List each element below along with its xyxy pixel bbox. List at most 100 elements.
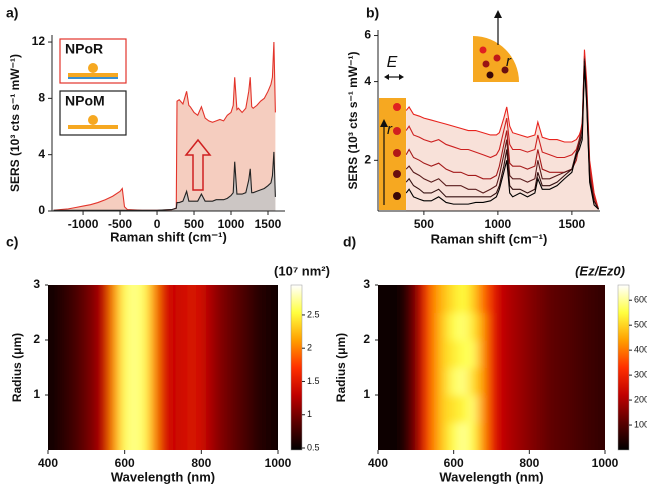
heat-cell	[411, 395, 423, 423]
heat-cell	[581, 285, 593, 313]
heat-cell	[382, 367, 395, 396]
colorbar-tick-label: 300	[634, 369, 647, 379]
heat-cell	[420, 312, 433, 341]
heat-cell	[458, 367, 470, 396]
panel-label: d)	[343, 234, 356, 250]
heat-cell	[515, 285, 527, 313]
heat-cell	[486, 285, 499, 313]
panel: d) Wavelength (nm) Radius (μm) 1 2 3 100 200 300…	[334, 234, 647, 485]
x-tick-label: 800	[519, 456, 539, 470]
heat-cell	[534, 340, 546, 368]
heat-cell	[562, 395, 574, 423]
heat-stripe	[167, 285, 180, 450]
heat-stripe	[129, 285, 142, 450]
heat-stripe	[119, 285, 132, 450]
heat-cell	[467, 285, 480, 313]
y-tick-label: 12	[32, 34, 46, 48]
heat-stripe	[215, 285, 228, 450]
heat-cell	[401, 395, 414, 423]
x-tick-label: 400	[38, 456, 58, 470]
heat-cell	[401, 312, 414, 341]
x-axis-label: Raman shift (cm⁻¹)	[431, 231, 548, 246]
heat-cell	[496, 285, 508, 313]
heat-cell	[486, 312, 499, 341]
particle	[479, 46, 487, 54]
overlay: E r r	[184, 10, 519, 210]
heat-cell	[552, 340, 565, 368]
colorbar-label: (10⁷ nm²)	[274, 263, 330, 278]
r-arrow-head	[380, 119, 388, 127]
heat-cell	[571, 395, 584, 423]
heat-cell	[448, 340, 461, 368]
heat-cell	[552, 312, 565, 341]
heat-cell	[439, 367, 451, 396]
area-fill	[53, 151, 276, 211]
heat-cell	[515, 340, 527, 368]
heat-cell	[543, 285, 555, 313]
heat-cell	[571, 312, 584, 341]
heat-stripe	[91, 285, 103, 450]
heat-cell	[401, 367, 414, 396]
heat-cell	[515, 367, 527, 396]
y-tick-label: 8	[38, 91, 45, 105]
heat-cell	[430, 285, 442, 313]
heat-cell	[430, 367, 442, 396]
heat-cell	[411, 340, 423, 368]
series-line	[405, 58, 600, 210]
inset-box	[379, 98, 406, 210]
x-tick-label: 600	[115, 456, 135, 470]
colorbar-tick-label: 1	[307, 409, 312, 419]
panel: a) Raman shift (cm⁻¹) SERS (10³ cts s⁻¹ mW…	[6, 5, 285, 244]
heat-stripe	[100, 285, 113, 450]
x-axis-label: Wavelength (nm)	[111, 469, 215, 484]
colorbar-tick-label: 1.5	[307, 376, 320, 386]
y-tick-label: 1	[33, 387, 40, 401]
heat-cell	[392, 367, 404, 396]
y-tick-label: 4	[364, 74, 371, 88]
heat-cell	[458, 395, 470, 423]
heat-cell	[382, 312, 395, 341]
heat-stripe	[206, 285, 218, 450]
heat-cell	[477, 367, 489, 396]
heatmap	[378, 285, 605, 450]
heat-cell	[543, 340, 555, 368]
heat-stripe	[62, 285, 74, 450]
heat-cell	[571, 367, 584, 396]
heat-cell	[552, 422, 565, 450]
heat-cell	[496, 312, 508, 341]
heat-cell	[420, 367, 433, 396]
series-line	[53, 42, 276, 211]
legend-entry: NPoM	[59, 90, 127, 136]
annotation: E	[387, 54, 398, 71]
y-tick-label: 2	[363, 332, 370, 346]
heat-stripe	[186, 285, 199, 450]
heat-cell	[496, 340, 508, 368]
x-tick-label: 1000	[265, 456, 292, 470]
heat-cell	[543, 312, 555, 341]
heat-cell	[486, 395, 499, 423]
heat-stripe	[273, 285, 278, 450]
heat-cell	[420, 340, 433, 368]
heat-cell	[378, 422, 385, 450]
x-tick-label: 600	[444, 456, 464, 470]
heat-cell	[430, 340, 442, 368]
heat-cell	[430, 312, 442, 341]
heat-cell	[505, 340, 518, 368]
heat-cell	[382, 285, 395, 313]
heat-cell	[411, 285, 423, 313]
heat-cell	[562, 285, 574, 313]
legend-entry: NPoR	[59, 38, 127, 84]
heat-cell	[467, 422, 480, 450]
heat-cell	[458, 312, 470, 341]
particle	[393, 127, 401, 135]
colorbar-tick-label: 2.5	[307, 309, 320, 319]
heat-cell	[600, 340, 605, 368]
heat-cell	[401, 422, 414, 450]
particle	[493, 54, 501, 62]
heat-cell	[392, 395, 404, 423]
x-tick-label: 500	[414, 217, 434, 231]
y-tick-label: 0	[38, 203, 45, 217]
heat-stripe	[254, 285, 266, 450]
x-tick-label: 400	[368, 456, 388, 470]
heat-cell	[581, 367, 593, 396]
